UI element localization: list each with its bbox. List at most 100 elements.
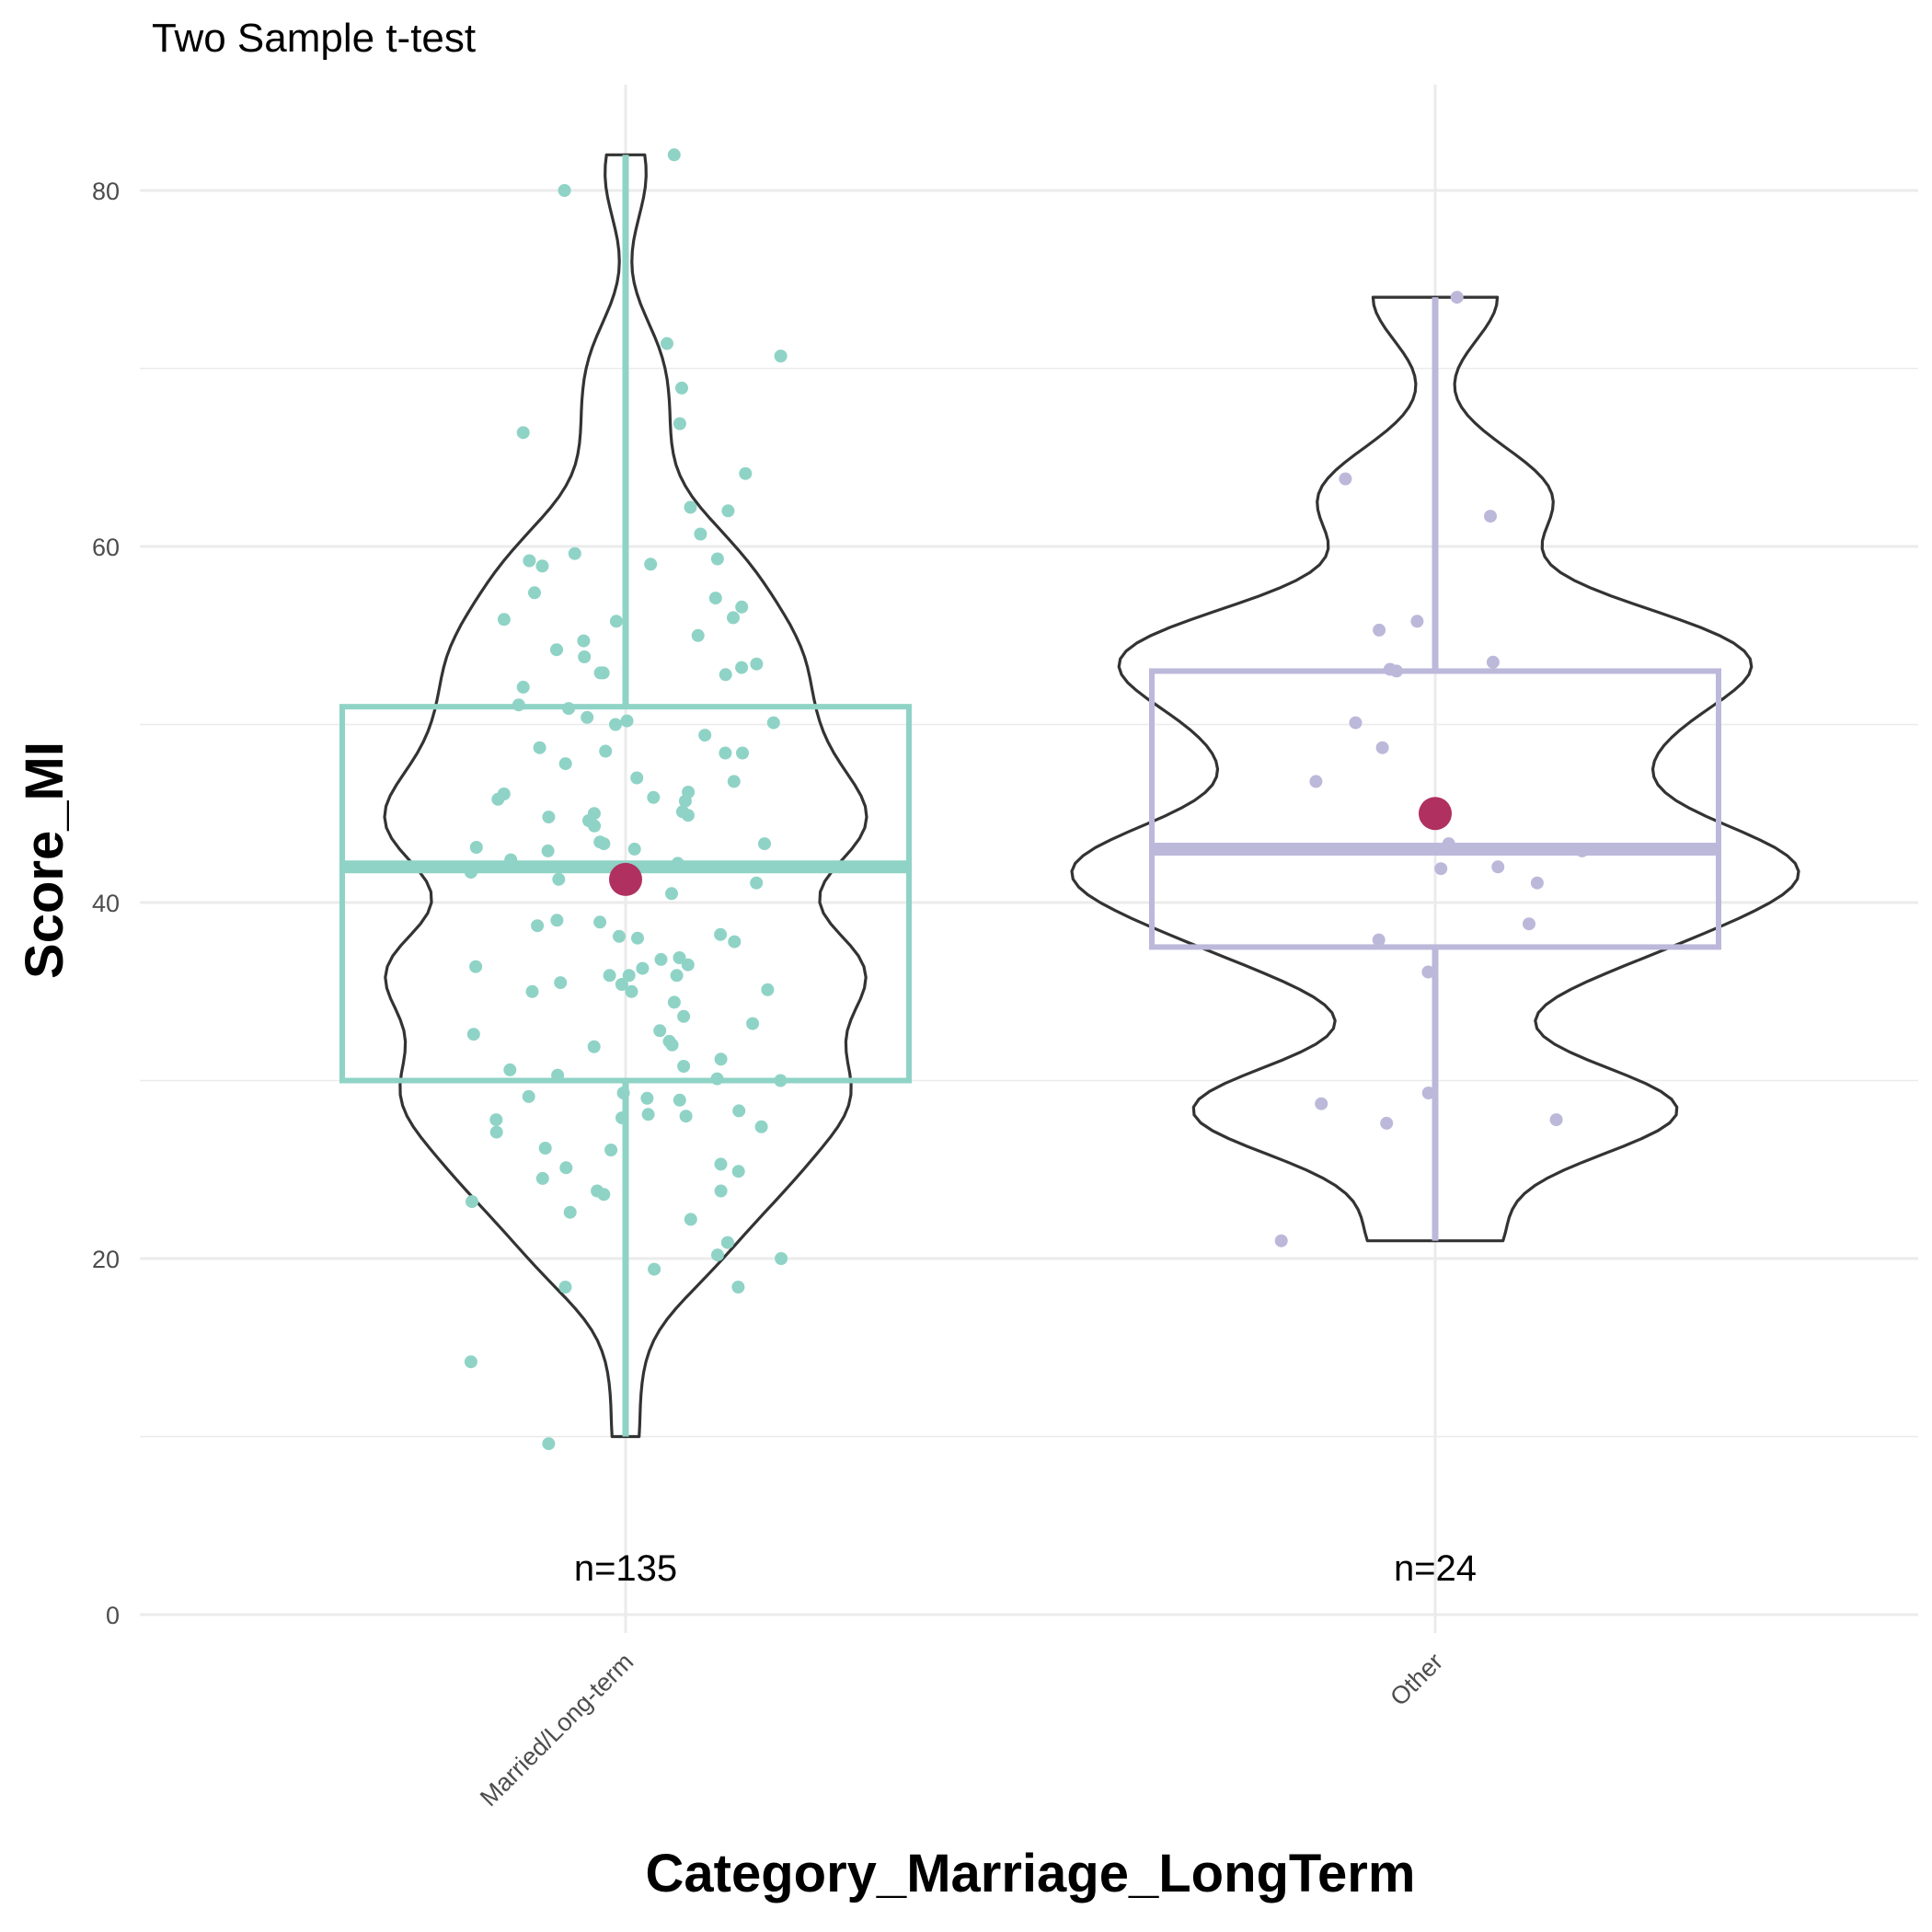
data-point — [1315, 1097, 1328, 1110]
data-point — [1380, 1116, 1394, 1130]
data-point — [535, 1171, 549, 1185]
data-point — [684, 500, 697, 514]
data-point — [542, 811, 556, 824]
data-point — [568, 546, 581, 560]
data-point — [615, 1111, 628, 1125]
data-point — [691, 628, 705, 642]
data-point — [596, 666, 610, 680]
data-point — [489, 1113, 503, 1127]
data-point — [636, 961, 650, 975]
mean-point-married-long-term — [609, 862, 642, 896]
point-layer — [464, 148, 1589, 1451]
data-point — [677, 1060, 691, 1073]
data-point — [578, 650, 592, 663]
data-point — [588, 819, 602, 833]
data-point — [620, 714, 634, 728]
data-point — [562, 702, 576, 716]
data-point — [714, 927, 728, 941]
data-point — [630, 771, 644, 785]
data-point — [504, 853, 518, 867]
data-point — [750, 876, 764, 890]
data-point — [631, 931, 644, 945]
data-point — [735, 661, 749, 674]
data-point — [616, 1087, 630, 1099]
data-point — [714, 1184, 728, 1198]
data-point — [644, 558, 658, 571]
data-point — [522, 1089, 535, 1103]
data-point — [552, 872, 566, 886]
data-point — [1375, 741, 1389, 754]
data-point — [551, 1068, 565, 1082]
data-point — [671, 857, 684, 870]
data-point — [615, 978, 628, 991]
data-point — [554, 976, 568, 990]
data-point — [775, 1252, 788, 1265]
data-point — [670, 969, 684, 983]
data-point — [593, 915, 607, 929]
data-point — [661, 337, 673, 351]
data-point — [627, 842, 641, 856]
data-point — [512, 698, 525, 712]
data-point — [648, 1262, 661, 1276]
data-point — [667, 148, 681, 162]
data-point — [719, 746, 732, 760]
data-point — [1390, 664, 1403, 678]
data-point — [599, 744, 613, 758]
box-layer — [339, 155, 1721, 1437]
data-point — [563, 1205, 577, 1219]
data-point — [542, 1437, 556, 1451]
data-point — [535, 559, 549, 573]
data-point — [1373, 623, 1386, 637]
data-point — [732, 1104, 746, 1118]
data-point — [678, 794, 692, 808]
data-point — [698, 729, 712, 742]
data-point — [673, 417, 686, 431]
data-point — [710, 1072, 724, 1086]
data-point — [550, 914, 564, 927]
data-point — [466, 1028, 480, 1041]
data-point — [735, 600, 749, 614]
data-point — [609, 615, 623, 628]
data-point — [721, 504, 735, 518]
y-tick-label: 80 — [92, 178, 120, 205]
data-point — [533, 741, 546, 754]
data-point — [497, 613, 511, 627]
data-point — [558, 184, 571, 197]
data-point — [1491, 860, 1505, 874]
data-point — [694, 527, 707, 541]
data-point — [531, 919, 545, 933]
data-point — [1339, 472, 1352, 486]
data-point — [754, 1120, 768, 1133]
data-point — [489, 1125, 503, 1139]
data-point — [731, 1281, 745, 1294]
data-point — [1575, 844, 1589, 857]
data-point — [665, 1038, 679, 1052]
data-point — [1421, 1087, 1435, 1099]
data-point — [1530, 876, 1544, 890]
data-point — [1421, 965, 1435, 979]
data-point — [710, 552, 724, 566]
data-point — [516, 426, 530, 440]
data-point — [558, 757, 572, 771]
mean-point-other — [1419, 797, 1452, 831]
data-point — [550, 643, 563, 657]
data-point — [720, 1236, 734, 1249]
data-point — [719, 668, 732, 682]
data-point — [559, 1161, 573, 1175]
data-point — [1442, 837, 1455, 851]
violin-layer — [383, 153, 1800, 1439]
data-point — [1484, 510, 1497, 523]
data-point — [581, 710, 594, 724]
data-point — [681, 958, 695, 972]
x-axis-title: Category_Marriage_LongTerm — [646, 1844, 1416, 1903]
data-point — [654, 952, 668, 966]
data-point — [466, 1195, 478, 1209]
data-point — [774, 1074, 788, 1087]
data-point — [1274, 1234, 1288, 1248]
data-point — [538, 1142, 552, 1155]
data-point — [736, 746, 749, 760]
data-point — [603, 969, 616, 983]
data-point — [528, 586, 541, 600]
